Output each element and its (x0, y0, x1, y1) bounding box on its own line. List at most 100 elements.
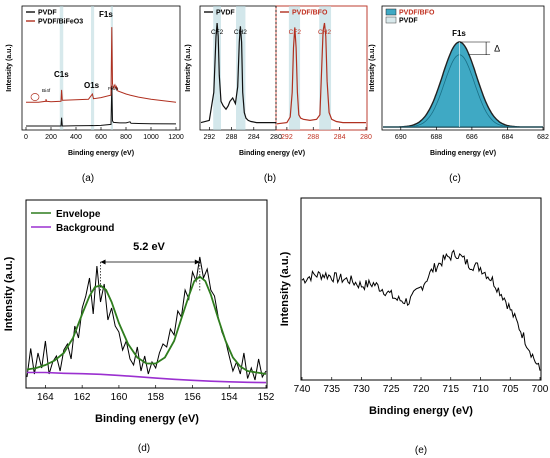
panel-b-x-right-tick-label: 292 (281, 134, 293, 141)
peak-label-f1s: F1s (452, 29, 466, 38)
panel-d-x-tick-label: 158 (147, 392, 164, 403)
peak-label-cf2: CF2 (289, 29, 302, 36)
panel-e-x-tick-label: 735 (323, 384, 340, 395)
delta-annotation: Δ (459, 41, 500, 55)
peak-shading-band (319, 6, 332, 130)
panel-c-letter: (c) (449, 173, 461, 184)
panel-a-x-tick-label: 1200 (168, 134, 184, 141)
legend-label-composite: PVDF/BFO (399, 10, 435, 17)
legend-label-pvdf: PVDF (38, 10, 57, 17)
panel-a-x-tick-label: 400 (70, 134, 82, 141)
panel-b-plot-frame (199, 5, 368, 131)
panel-b-x-right-tick-label: 280 (360, 134, 372, 141)
panel-d-x-tick-label: 152 (258, 392, 275, 403)
panel-a-legend: PVDF PVDF/BiFeO3 (26, 10, 83, 26)
panel-e-plot-frame (300, 197, 542, 381)
series-line-raw (26, 256, 267, 381)
peak-label-f1s: F1s (99, 10, 113, 19)
series-line-composite (26, 27, 177, 103)
panel-c-series (383, 41, 543, 128)
panel-e-letter: (e) (415, 445, 427, 456)
peak-shading-band (288, 6, 301, 130)
panel-e-y-label: Intensity (a.u.) (279, 251, 291, 326)
legend-label-envelope: Envelope (56, 209, 101, 220)
bi4f-marker (30, 93, 40, 101)
series-line-raw (301, 249, 541, 371)
panel-c-x-ticks: 690 688 686 684 682 (395, 127, 549, 141)
panel-d-plot-frame (25, 199, 268, 389)
panel-d-x-tick-label: 154 (221, 392, 238, 403)
splitting-label: 5.2 eV (133, 241, 165, 253)
peak-shading-band (59, 6, 64, 130)
panel-e-x-tick-label: 720 (413, 384, 430, 395)
panel-a-x-tick-label: 600 (95, 134, 107, 141)
panel-b-letter: (b) (264, 173, 276, 184)
series-line-background (27, 371, 267, 384)
panel-e-series (301, 249, 541, 371)
panel-c-x-tick-label: 690 (395, 134, 407, 141)
legend-swatch-composite (385, 8, 397, 16)
panel-b-x-left-tick-label: 284 (248, 134, 260, 141)
panel-b-c1s-comparison: 292 288 284 280 292 288 284 280 PVDF PVDF/BFO C… (185, 5, 372, 184)
splitting-annotation (100, 259, 201, 292)
panel-e-fe2p: 740 735 730 725 720 715 710 705 700 Intensity (a… (279, 197, 549, 456)
peak-label-o1s: O1s (84, 81, 100, 90)
panel-d-letter: (d) (138, 443, 150, 454)
panel-d-x-tick-label: 164 (37, 392, 54, 403)
panel-e-x-tick-label: 710 (472, 384, 489, 395)
panel-a-x-tick-label: 0 (24, 134, 28, 141)
panel-b-x-ticks: 292 288 284 280 292 288 284 280 (203, 127, 372, 141)
panel-a-x-label: Binding energy (eV) (68, 150, 134, 157)
peak-shading-band (213, 6, 221, 130)
panel-c-x-tick-label: 688 (430, 134, 442, 141)
panel-c-x-label: Binding energy (eV) (430, 150, 496, 157)
panel-a-x-tick-label: 800 (120, 134, 132, 141)
panel-c-x-tick-label: 682 (537, 134, 549, 141)
area-pvdf (383, 54, 543, 128)
panel-a-x-tick-label: 200 (45, 134, 57, 141)
panel-a-xps-survey: 0 200 400 600 800 1000 1200 PVDF PVDF/BiFeO3 C… (6, 5, 184, 184)
panel-d-series (26, 256, 267, 384)
peak-label-c1s: C1s (54, 70, 69, 79)
panel-a-series (26, 27, 177, 127)
panel-b-x-left-tick-label: 280 (270, 134, 282, 141)
panel-b-x-left-tick-label: 292 (203, 134, 215, 141)
legend-label-pvdf: PVDF (399, 18, 418, 25)
panel-e-x-tick-label: 730 (353, 384, 370, 395)
panel-c-y-label: Intensity (a.u.) (369, 44, 376, 91)
panel-b-x-label: Binding energy (eV) (239, 150, 305, 157)
panel-b-x-left-tick-label: 288 (226, 134, 238, 141)
peak-label-cf2: CF2 (211, 29, 224, 36)
panel-e-x-tick-label: 725 (383, 384, 400, 395)
panel-b-series (200, 22, 366, 125)
panel-b-y-label: Intensity (a.u.) (185, 44, 192, 91)
panel-d-bi4f: 164 162 160 158 156 154 152 Envelope Backgroun… (3, 199, 275, 454)
panel-c-x-tick-label: 686 (466, 134, 478, 141)
panel-c-f1s: 690 688 686 684 682 PVDF/BFO PVDF F1s Δ Inte… (369, 5, 549, 184)
panel-e-x-tick-label: 715 (442, 384, 459, 395)
panel-e-x-tick-label: 740 (294, 384, 311, 395)
peak-label-ch2: CH2 (234, 29, 247, 36)
panel-a-y-label: Intensity (a.u.) (6, 44, 13, 91)
panel-d-y-label: Intensity (a.u.) (3, 256, 15, 331)
panel-b-x-right-tick-label: 288 (307, 134, 319, 141)
panel-e-x-tick-label: 705 (502, 384, 519, 395)
delta-label: Δ (494, 43, 500, 53)
panel-b-x-right-tick-label: 284 (334, 134, 346, 141)
panel-d-x-ticks: 164 162 160 158 156 154 152 (37, 385, 275, 403)
peak-shading-band (236, 6, 246, 130)
series-line-pvdf (200, 22, 276, 124)
panel-a-letter: (a) (82, 173, 94, 184)
panel-a-x-ticks: 0 200 400 600 800 1000 1200 (24, 127, 184, 141)
panel-e-x-label: Binding energy (eV) (369, 405, 473, 417)
label-bi4f: Bi4f (42, 88, 51, 94)
panel-b-peak-labels: CF2 CH2 CF2 CH2 (211, 29, 331, 36)
peak-shading-band (91, 6, 95, 130)
arrow-head-left (100, 259, 106, 265)
series-line-envelope (26, 275, 267, 375)
panel-e-x-ticks: 740 735 730 725 720 715 710 705 700 (294, 377, 549, 395)
label-fe2p: Fe2p (108, 86, 119, 91)
legend-label-pvdf: PVDF (216, 10, 235, 17)
legend-label-composite: PVDF/BiFeO3 (38, 19, 83, 26)
